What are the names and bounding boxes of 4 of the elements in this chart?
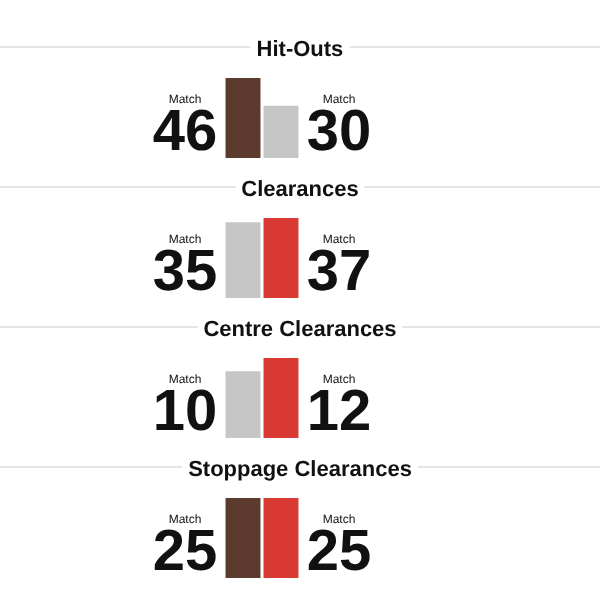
chart-title: Stoppage Clearances: [182, 458, 418, 482]
chart-title: Centre Clearances: [197, 318, 403, 342]
chart-title: Clearances: [235, 178, 365, 202]
chart-title: Hit-Outs: [250, 38, 350, 62]
